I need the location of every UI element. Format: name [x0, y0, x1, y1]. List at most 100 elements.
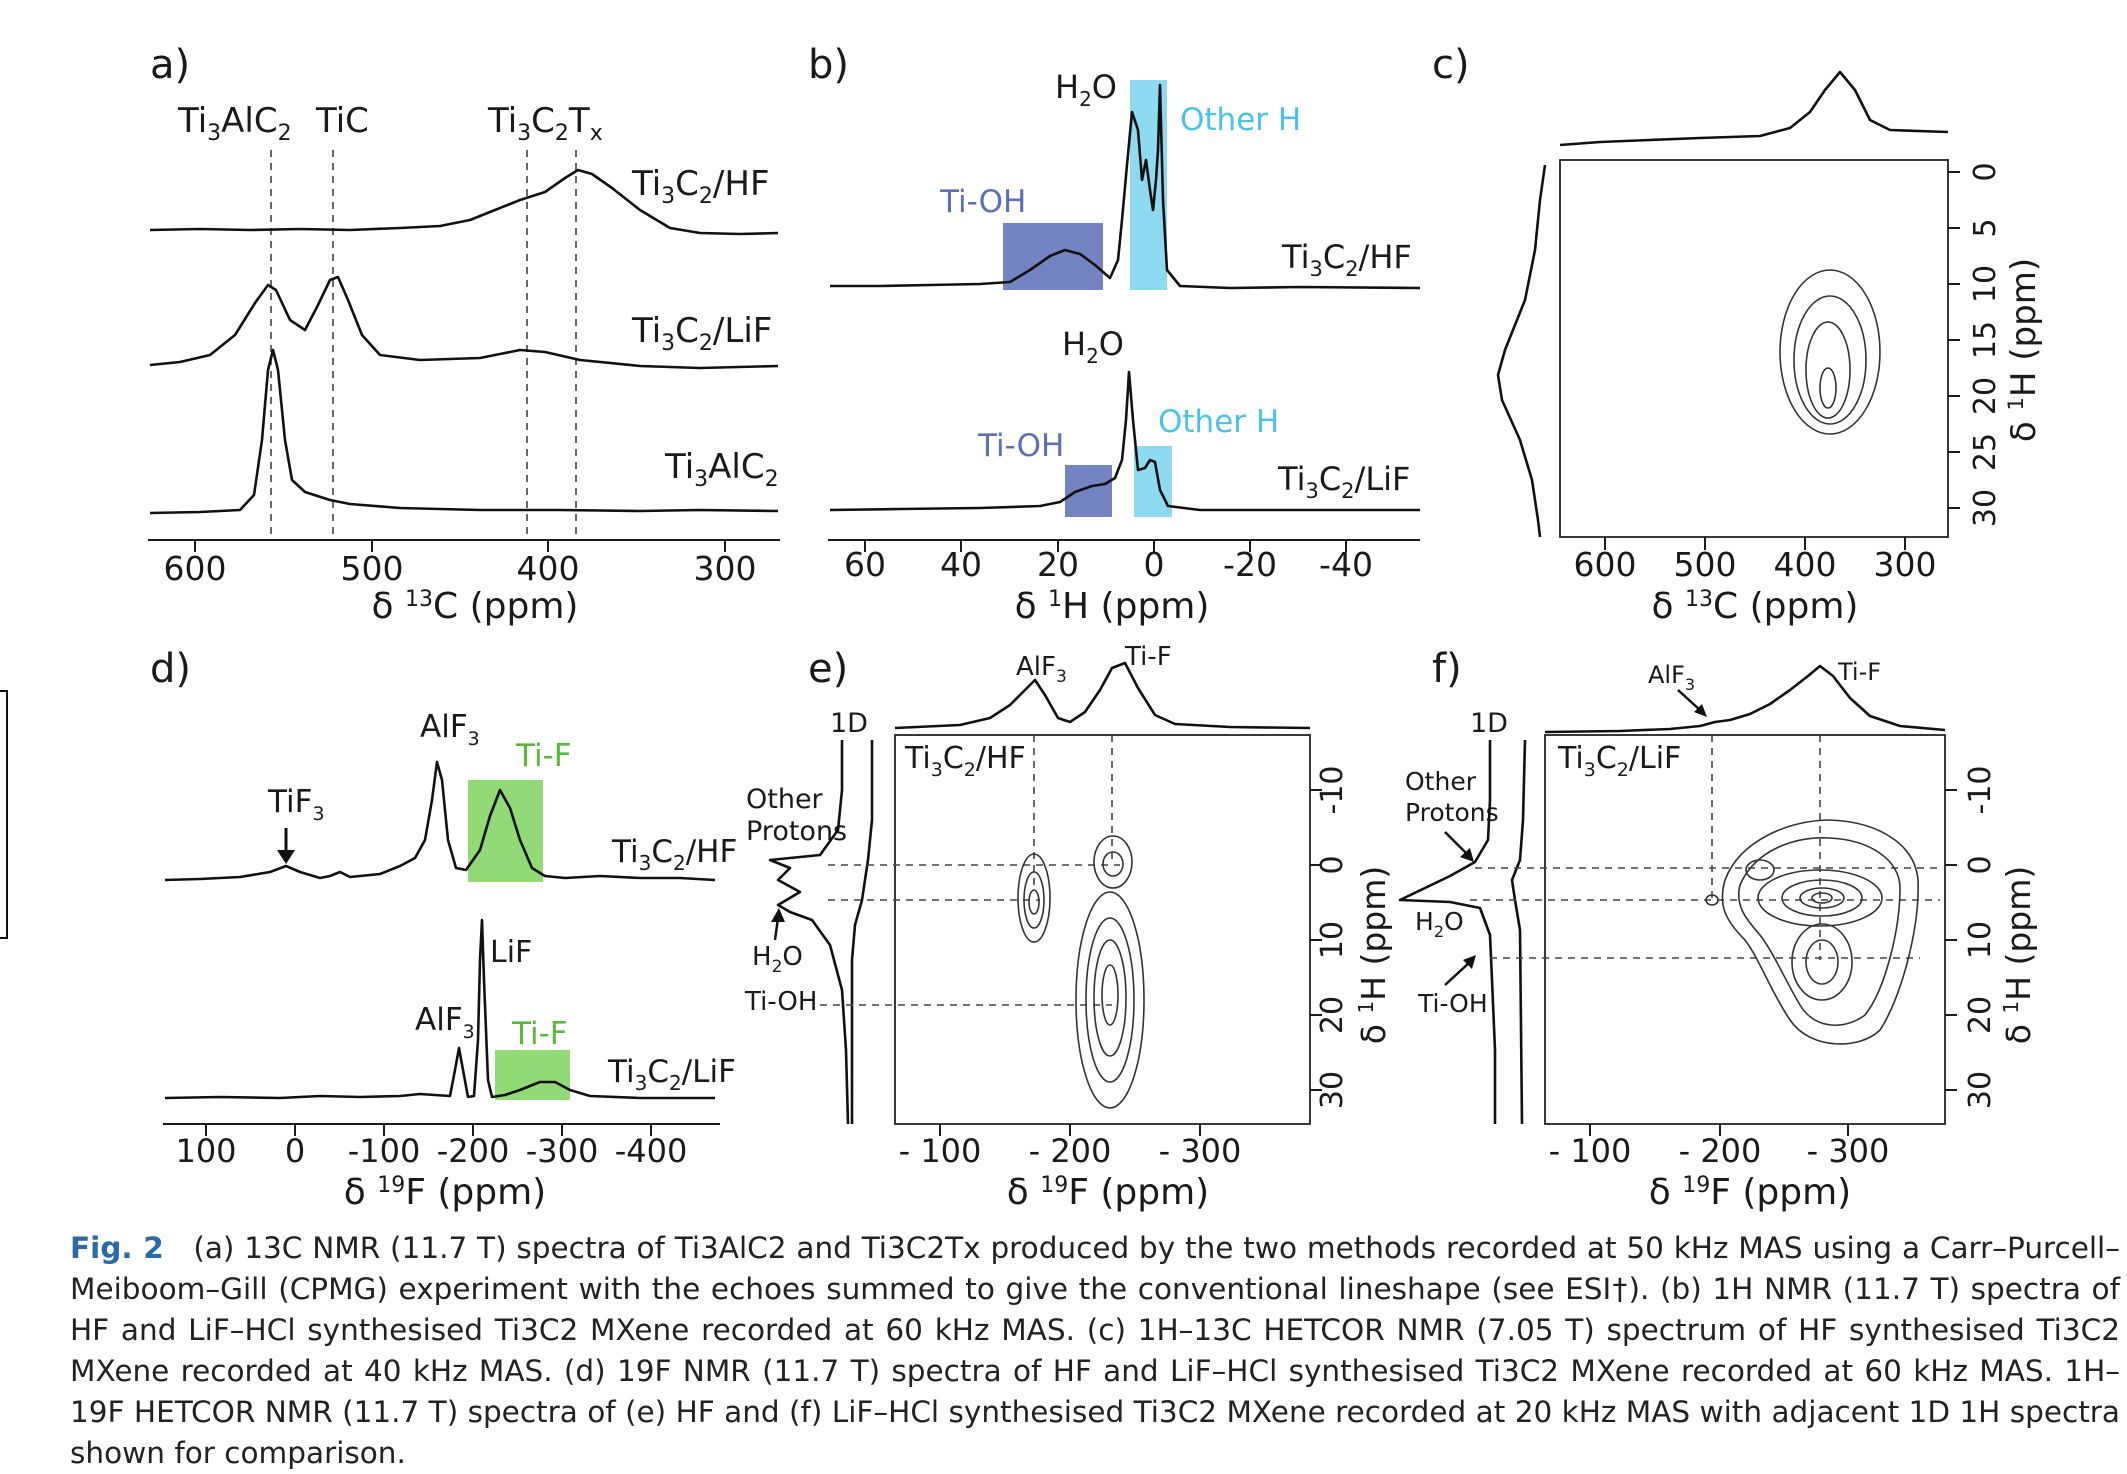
yticks-f: -10 0 10 20 30 [1963, 766, 1998, 1110]
tick-e-200: - 200 [1029, 1132, 1112, 1170]
e-other-label: Other [746, 784, 824, 815]
tif3-label: TiF3 [267, 784, 325, 825]
tick-a-300: 300 [694, 549, 757, 588]
ytick-e-30: 30 [1315, 1071, 1350, 1109]
e-top-alf3: AlF3 [1016, 652, 1067, 687]
projection-c-top [1559, 70, 1949, 147]
tick-d-0: 0 [285, 1132, 305, 1170]
e-sample-label: Ti3C2/HF [904, 741, 1026, 781]
projection-e-top [894, 661, 1311, 730]
f-ti-oh-arrow [1444, 961, 1471, 986]
f-top-ti-f: Ti-F [1837, 658, 1881, 686]
caption-label: Fig. 2 [70, 1231, 164, 1265]
other-h-box-lif [1134, 446, 1172, 517]
contours-e [1017, 835, 1145, 1109]
ytick-c-10: 10 [1968, 265, 2003, 303]
e-1d-label: 1D [830, 708, 868, 739]
xlabel-f: δ 19F (ppm) [1649, 1172, 1851, 1213]
ylabel-c: δ 1H (ppm) [2004, 258, 2044, 442]
ytick-e-10: 10 [1315, 921, 1350, 959]
peak-label-ti3alc2: Ti3AlC2 [177, 101, 292, 146]
ytick-e-neg10: -10 [1315, 766, 1350, 815]
axis-c-ticks [1604, 171, 1960, 550]
ytick-c-30: 30 [1968, 489, 2003, 527]
caption-text: (a) 13C NMR (11.7 T) spectra of Ti3AlC2 … [70, 1231, 2121, 1470]
projection-e-side [768, 740, 850, 1125]
tick-c-400: 400 [1774, 545, 1837, 584]
ytick-c-20: 20 [1968, 377, 2003, 415]
ytick-f-30: 30 [1963, 1071, 1998, 1109]
trace-label-a-lif: Ti3C2/LiF [631, 311, 772, 356]
yticks-c: 0 5 10 15 20 25 30 [1968, 162, 2003, 527]
axis-f-ticks [1589, 789, 1957, 1136]
xlabel-c: δ 13C (ppm) [1652, 586, 1859, 627]
tick-e-100: - 100 [899, 1132, 982, 1170]
tick-f-300: - 300 [1807, 1132, 1890, 1170]
panel-f: f) AlF3 Ti-F 1D Other Protons H2O Ti-OH [1398, 646, 2038, 1213]
panel-b: b) H2O Other H Ti-OH H2O Other H Ti-OH T… [808, 42, 1421, 627]
ti-oh-label-lif: Ti-OH [977, 428, 1064, 464]
panel-a-label: a) [150, 42, 190, 88]
ytick-e-0: 0 [1315, 855, 1350, 874]
tick-d-neg400: -400 [615, 1132, 688, 1170]
lif-label: LiF [490, 935, 532, 970]
ti-f-box-lif [495, 1050, 570, 1100]
ti-f-label-hf: Ti-F [515, 738, 572, 774]
left-margin-bracket [0, 690, 8, 939]
panel-b-label: b) [808, 42, 849, 88]
xlabel-e: δ 19F (ppm) [1007, 1172, 1209, 1213]
tick-b-neg20: -20 [1223, 545, 1277, 584]
f-ti-oh-label: Ti-OH [1417, 989, 1488, 1018]
tick-c-300: 300 [1874, 545, 1937, 584]
f-protons-label: Protons [1405, 798, 1499, 827]
tick-b-60: 60 [844, 545, 886, 584]
ti-oh-box-hf [1003, 223, 1103, 290]
xlabel-d: δ 19F (ppm) [344, 1172, 546, 1213]
spectrum-d-hf [164, 760, 716, 882]
ytick-e-20: 20 [1315, 996, 1350, 1034]
panel-f-label: f) [1432, 646, 1462, 692]
panel-d-label: d) [150, 646, 191, 692]
tick-d-neg300: -300 [526, 1132, 599, 1170]
ytick-c-5: 5 [1968, 218, 2003, 237]
spectrum-b-lif [829, 370, 1420, 512]
trace-label-b-lif: Ti3C2/LiF [1277, 460, 1410, 503]
yticks-e: -10 0 10 20 30 [1315, 766, 1350, 1110]
axis-a-ticks [194, 540, 726, 552]
f-ti-oh-arrow-head [1463, 955, 1476, 969]
panel-c: c) 600 500 400 300 δ 13C (ppm) 0 5 10 15 [1432, 42, 2044, 627]
alf3-label-lif: AlF3 [415, 1002, 475, 1043]
plot-frame-c [1559, 159, 1949, 538]
spectrum-a-lif [149, 275, 779, 370]
projection-f-side-2 [1510, 739, 1527, 1125]
spectrum-a-hf [149, 168, 779, 236]
figure-caption: Fig. 2 (a) 13C NMR (11.7 T) spectra of T… [70, 1228, 2120, 1474]
panel-c-label: c) [1432, 42, 1470, 88]
projection-e-side-2 [850, 740, 874, 1124]
h2o-label-lif: H2O [1062, 325, 1124, 368]
f-other-label: Other [1405, 767, 1477, 796]
peak-label-tic: TiC [315, 101, 369, 141]
tick-a-600: 600 [164, 549, 227, 588]
xlabel-b: δ 1H (ppm) [1015, 586, 1210, 627]
ytick-c-25: 25 [1968, 433, 2003, 471]
tif3-arrow-head [277, 850, 295, 864]
contours-f [1705, 819, 1919, 1045]
tick-b-neg40: -40 [1319, 545, 1373, 584]
f-other-arrow [1444, 831, 1469, 856]
tick-b-0: 0 [1144, 545, 1165, 584]
ylabel-f: δ 1H (ppm) [1999, 866, 2038, 1045]
ti-f-label-lif: Ti-F [511, 1016, 568, 1052]
trace-label-a-hf: Ti3C2/HF [631, 164, 770, 209]
other-h-label-hf: Other H [1180, 102, 1301, 138]
peak-label-ti3c2tx: Ti3C2Tx [487, 101, 603, 146]
f-1d-label: 1D [1470, 708, 1508, 739]
ytick-f-10: 10 [1963, 921, 1998, 959]
e-h2o-label: H2O [752, 942, 803, 977]
spectrum-d-lif [164, 918, 715, 1100]
contours-c [1779, 269, 1881, 435]
f-alf3-arrow [1677, 689, 1701, 711]
tick-e-300: - 300 [1159, 1132, 1242, 1170]
tick-d-neg100: -100 [348, 1132, 421, 1170]
ytick-c-15: 15 [1968, 321, 2003, 359]
